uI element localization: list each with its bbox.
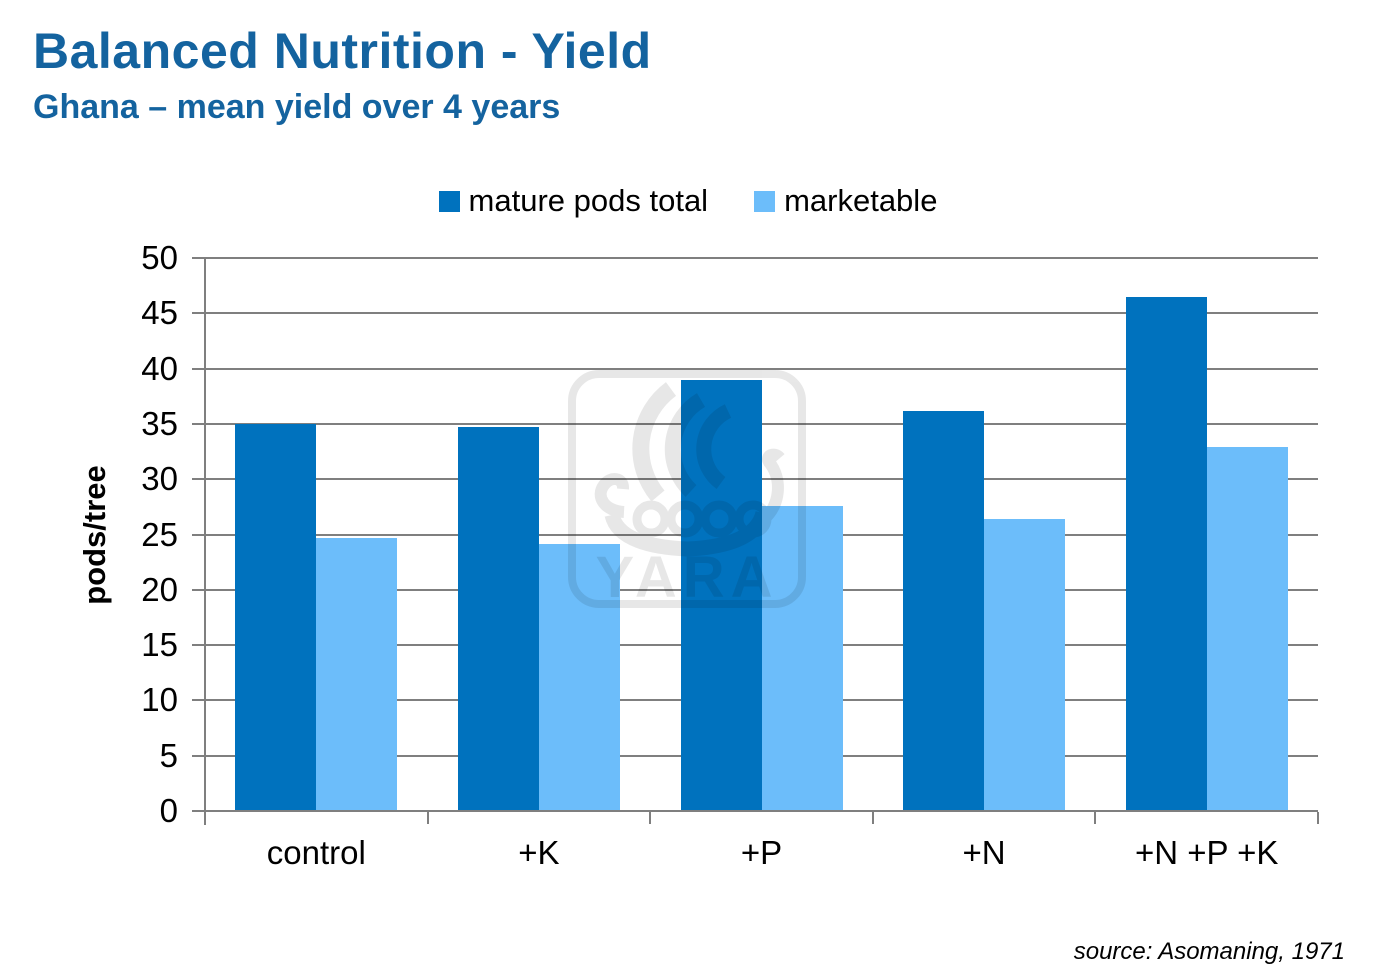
x-category-label-+N+P+K: +N +P +K — [1134, 834, 1279, 871]
bar-marketable-+P — [761, 505, 843, 811]
y-tick-50 — [192, 257, 205, 259]
y-tick-25 — [192, 533, 205, 536]
legend-swatch-mature-pods-total — [438, 190, 460, 212]
gridline-30 — [205, 478, 1318, 481]
y-tick-40 — [192, 367, 205, 370]
y-tick-15 — [192, 644, 205, 647]
x-tick-5 — [1317, 812, 1319, 824]
x-category-label-+K: +K — [518, 834, 560, 871]
source-note: source: Asomaning, 1971 — [1073, 938, 1345, 965]
bar-marketable-+N+P+K — [1206, 447, 1288, 811]
gridline-40 — [205, 367, 1318, 370]
y-tick-5 — [192, 754, 205, 757]
x-category-label-+N: +N — [962, 834, 1006, 871]
x-tick-0 — [204, 812, 206, 824]
x-tick-4 — [1094, 812, 1097, 824]
legend-label-mature-pods-total: mature pods total — [468, 183, 709, 218]
gridline-45 — [205, 312, 1318, 315]
y-tick-label-10: 10 — [141, 681, 178, 719]
x-tick-3 — [871, 812, 874, 824]
legend-swatch-marketable — [754, 190, 776, 212]
page-title: Balanced Nutrition - Yield — [33, 23, 652, 79]
bar-marketable-control — [316, 537, 398, 811]
bar-mature-pods-total-+N — [903, 410, 985, 811]
x-tick-1 — [426, 812, 429, 824]
bar-marketable-+K — [538, 544, 620, 811]
y-tick-label-45: 45 — [141, 294, 178, 332]
y-tick-10 — [192, 699, 205, 702]
y-tick-label-20: 20 — [141, 570, 178, 608]
bar-mature-pods-total-+N+P+K — [1125, 296, 1207, 811]
y-axis-title: pods/tree — [77, 465, 112, 605]
gridline-35 — [205, 422, 1318, 425]
y-tick-label-40: 40 — [141, 349, 178, 387]
bar-marketable-+N — [984, 519, 1066, 811]
y-tick-45 — [192, 312, 205, 315]
page-subtitle: Ghana – mean yield over 4 years — [33, 88, 561, 126]
x-category-label-control: control — [266, 834, 366, 871]
y-tick-30 — [192, 478, 205, 481]
legend-item-marketable: marketable — [754, 183, 937, 219]
bar-mature-pods-total-control — [235, 423, 317, 811]
legend-label-marketable: marketable — [784, 183, 938, 218]
y-tick-label-5: 5 — [159, 736, 178, 774]
y-tick-label-25: 25 — [141, 515, 178, 553]
y-tick-20 — [192, 588, 205, 591]
y-axis-line — [204, 258, 206, 825]
y-tick-35 — [192, 422, 205, 425]
bar-mature-pods-total-+P — [680, 379, 762, 811]
x-axis-line — [192, 810, 1318, 812]
gridline-50 — [205, 257, 1318, 259]
y-tick-label-0: 0 — [159, 792, 178, 829]
legend-item-mature-pods-total: mature pods total — [438, 183, 709, 219]
chart-legend: mature pods total marketable — [0, 183, 1376, 219]
y-tick-label-50: 50 — [141, 239, 178, 276]
bar-mature-pods-total-+K — [457, 427, 539, 811]
y-tick-label-35: 35 — [141, 404, 178, 442]
x-tick-2 — [649, 812, 652, 824]
y-tick-label-30: 30 — [141, 460, 178, 498]
x-category-label-+P: +P — [740, 834, 783, 871]
y-tick-label-15: 15 — [141, 626, 178, 664]
